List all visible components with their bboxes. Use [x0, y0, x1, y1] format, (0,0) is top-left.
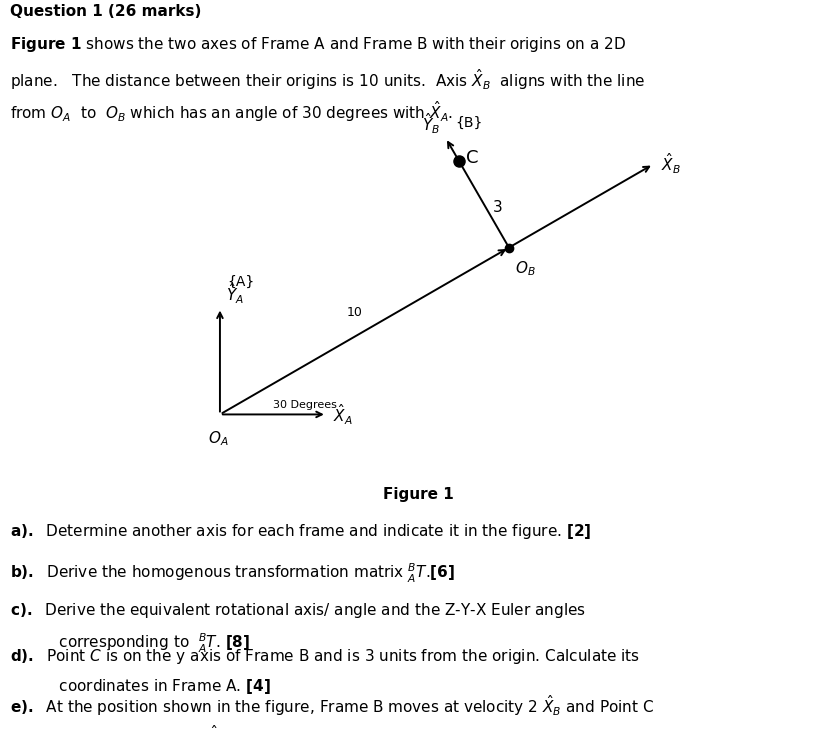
Text: 3: 3	[492, 200, 502, 215]
Text: $\mathbf{Figure\ 1}$ shows the two axes of Frame A and Frame B with their origin: $\mathbf{Figure\ 1}$ shows the two axes …	[10, 35, 625, 54]
Text: moves at velocity 3$\hat{Y}_B$. Derive the velocity of Point C  relative to Fram: moves at velocity 3$\hat{Y}_B$. Derive t…	[49, 723, 649, 730]
Text: 30 Degrees: 30 Degrees	[273, 401, 337, 410]
Text: corresponding to  $^B_AT$. $\mathbf{[8]}$: corresponding to $^B_AT$. $\mathbf{[8]}$	[49, 631, 250, 655]
Text: coordinates in Frame A. $\mathbf{[4]}$: coordinates in Frame A. $\mathbf{[4]}$	[49, 677, 271, 696]
Text: {B}: {B}	[455, 115, 482, 129]
Text: $\mathit{O}_A$: $\mathit{O}_A$	[208, 429, 228, 448]
Text: $\hat{X}_B$: $\hat{X}_B$	[660, 152, 680, 177]
Text: C: C	[466, 149, 478, 167]
Text: {A}: {A}	[227, 275, 254, 289]
Text: Figure 1: Figure 1	[383, 487, 453, 502]
Text: from $\mathit{O}_A$  to  $\mathit{O}_B$ which has an angle of 30 degrees with $\: from $\mathit{O}_A$ to $\mathit{O}_B$ wh…	[10, 99, 452, 124]
Text: $\mathbf{c).}$  Derive the equivalent rotational axis/ angle and the Z-Y-X Euler: $\mathbf{c).}$ Derive the equivalent rot…	[10, 601, 585, 620]
Text: $\mathbf{a).}$  Determine another axis for each frame and indicate it in the fig: $\mathbf{a).}$ Determine another axis fo…	[10, 522, 591, 541]
Text: $\mathbf{d).}$  Point $\mathit{C}$ is on the y axis of Frame B and is 3 units fr: $\mathbf{d).}$ Point $\mathit{C}$ is on …	[10, 647, 640, 666]
Text: $\hat{Y}_A$: $\hat{Y}_A$	[226, 281, 243, 306]
Text: $\mathit{O}_B$: $\mathit{O}_B$	[514, 259, 535, 278]
Text: Question 1 (26 marks): Question 1 (26 marks)	[10, 4, 201, 19]
Text: plane.   The distance between their origins is 10 units.  Axis $\hat{X}_B$  alig: plane. The distance between their origin…	[10, 67, 645, 92]
Text: $\hat{X}_A$: $\hat{X}_A$	[333, 402, 352, 427]
Text: $\mathbf{e).}$  At the position shown in the figure, Frame B moves at velocity 2: $\mathbf{e).}$ At the position shown in …	[10, 693, 654, 718]
Text: 10: 10	[346, 307, 362, 319]
Text: $\hat{Y}_B$: $\hat{Y}_B$	[422, 112, 440, 136]
Text: $\mathbf{b).}$  Derive the homogenous transformation matrix $^B_AT$.$\mathbf{[6]: $\mathbf{b).}$ Derive the homogenous tra…	[10, 561, 455, 585]
